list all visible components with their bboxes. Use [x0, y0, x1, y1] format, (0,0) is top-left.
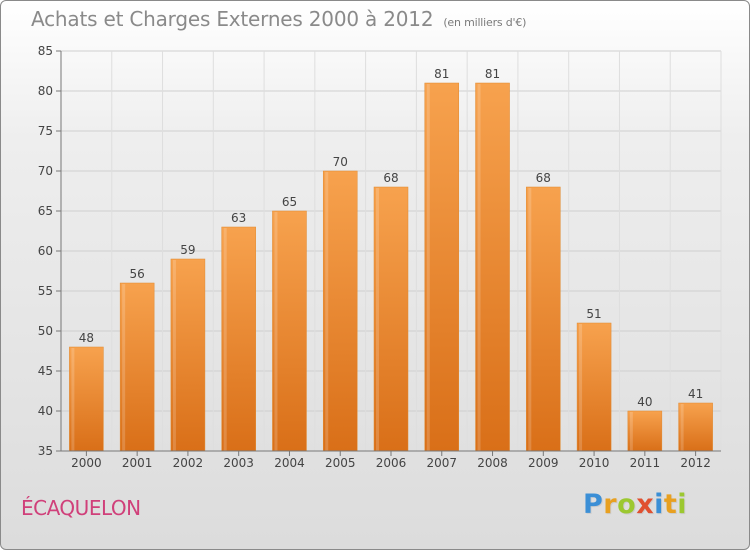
x-tick-label: 2001 [122, 456, 153, 470]
bar [475, 82, 510, 452]
bar [170, 258, 206, 452]
bar-highlight [528, 188, 532, 451]
bar-highlight [376, 188, 379, 451]
y-tick-label: 75 [38, 124, 53, 138]
bar-value-label: 68 [536, 171, 551, 185]
bar-value-label: 40 [637, 395, 652, 409]
logo-letter: P [583, 489, 604, 520]
bar-value-label: 70 [333, 155, 348, 169]
location-name: ÉCAQUELON [21, 496, 141, 520]
x-tick-label: 2008 [477, 456, 508, 470]
bar [221, 226, 256, 452]
bar-highlight [477, 84, 481, 451]
bar-highlight [629, 412, 633, 451]
x-tick-label: 2009 [528, 456, 559, 470]
x-tick-label: 2011 [630, 456, 661, 470]
bar [526, 186, 561, 452]
bar [373, 186, 409, 452]
bar-highlight [122, 284, 126, 451]
proxiti-logo: Proxiti [583, 489, 687, 520]
x-tick-label: 2006 [376, 456, 407, 470]
axes-group: 35 40 45 50 55 60 65 70 75 80 85 2000 2001 2002 2003 20… [38, 44, 721, 470]
bar-highlight [325, 172, 329, 451]
bar-highlight [71, 348, 75, 451]
logo-letter: x [636, 489, 655, 520]
bar [576, 322, 612, 452]
bar [678, 402, 713, 452]
x-tick-label: 2004 [274, 456, 305, 470]
bar-value-label: 68 [383, 171, 398, 185]
bar-value-label: 51 [586, 307, 601, 321]
bar-value-label: 41 [688, 387, 703, 401]
bar-highlight [223, 228, 227, 451]
x-tick-label: 2002 [173, 456, 204, 470]
bar-value-label: 65 [282, 195, 297, 209]
logo-letter: t [663, 489, 678, 520]
bar [322, 170, 358, 452]
bar [119, 282, 155, 452]
logo-letter: r [603, 489, 618, 520]
x-tick-label: 2012 [680, 456, 711, 470]
bar [424, 82, 460, 452]
bar-highlight [680, 404, 684, 451]
logo-letter: i [677, 489, 688, 520]
logo-letter: o [617, 489, 637, 520]
y-tick-label: 40 [38, 404, 53, 418]
bar-highlight [579, 324, 583, 451]
y-tick-label: 55 [38, 284, 53, 298]
logo-letter: i [654, 489, 664, 520]
chart-unit-note: (en milliers d'€) [443, 16, 527, 29]
bar-value-label: 63 [231, 211, 246, 225]
y-tick-label: 60 [38, 244, 53, 258]
y-tick-label: 70 [38, 164, 53, 178]
x-tick-label: 2005 [325, 456, 356, 470]
bar-value-label: 48 [79, 331, 94, 345]
y-tick-label: 45 [38, 364, 53, 378]
bars-group: 48 56 59 63 65 70 68 81 81 68 51 40 41 [69, 67, 713, 452]
chart-title: Achats et Charges Externes 2000 à 2012 (e… [31, 7, 526, 31]
x-tick-label: 2007 [426, 456, 457, 470]
bar [627, 410, 663, 452]
y-tick-label: 35 [38, 444, 53, 458]
bar-value-label: 81 [434, 67, 449, 81]
x-tick-label: 2010 [579, 456, 610, 470]
y-tick-label: 50 [38, 324, 53, 338]
y-tick-label: 85 [38, 44, 53, 58]
bar-value-label: 59 [180, 243, 195, 257]
bar-value-label: 56 [130, 267, 145, 281]
chart-title-text: Achats et Charges Externes 2000 à 2012 [31, 7, 434, 31]
y-tick-label: 65 [38, 204, 53, 218]
bar-highlight [172, 260, 176, 451]
bar-value-label: 81 [485, 67, 500, 81]
bar-highlight [426, 84, 430, 451]
x-tick-label: 2003 [223, 456, 254, 470]
bar [272, 210, 307, 452]
y-tick-label: 80 [38, 84, 53, 98]
bar [69, 346, 104, 452]
x-tick-label: 2000 [71, 456, 102, 470]
bar-highlight [274, 212, 278, 451]
